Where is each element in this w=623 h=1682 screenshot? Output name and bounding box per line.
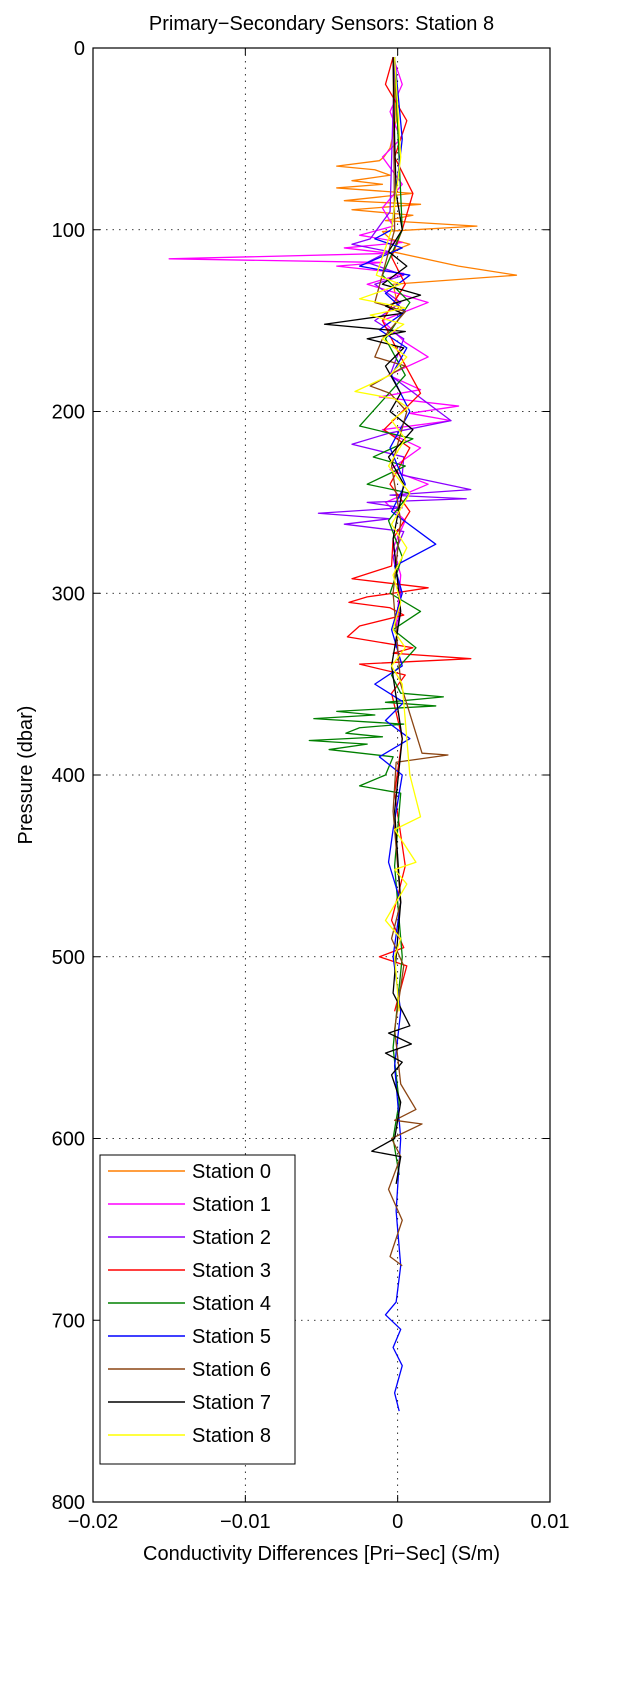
- legend-box: [99, 1154, 296, 1465]
- legend-label: Station 6: [192, 1359, 271, 1381]
- x-axis-label: Conductivity Differences [Pri−Sec] (S/m): [143, 1543, 500, 1565]
- series-line-station-8: [354, 57, 422, 1012]
- legend-label: Station 0: [192, 1161, 271, 1183]
- y-tick-label: 700: [52, 1310, 85, 1332]
- y-tick-label: 200: [52, 402, 85, 424]
- y-tick-label: 100: [52, 220, 85, 242]
- legend-label: Station 7: [192, 1392, 271, 1414]
- y-tick-label: 400: [52, 765, 85, 787]
- legend: Station 0 Station 1 Station 2 Station 3 Stat…: [99, 1154, 296, 1465]
- y-tick-label: 500: [52, 947, 85, 969]
- series-line-station-0: [336, 57, 518, 312]
- chart-title: Primary−Secondary Sensors: Station 8: [149, 13, 494, 35]
- y-tick-label: 300: [52, 583, 85, 605]
- x-tick-label: 0.01: [531, 1511, 570, 1533]
- x-tick-label: −0.01: [220, 1511, 271, 1533]
- y-tick-label: 600: [52, 1129, 85, 1151]
- grid: [93, 48, 550, 1502]
- y-tick-label: 800: [52, 1492, 85, 1514]
- series-line-station-3: [346, 56, 472, 1012]
- legend-label: Station 5: [192, 1326, 271, 1348]
- series-line-station-4: [308, 57, 445, 1175]
- legend-label: Station 2: [192, 1227, 271, 1249]
- axis-ticks: −0.02 −0.01 0 0.01 0 100 200 300 400 500 600 700 800: [52, 38, 570, 1533]
- series-line-station-2: [317, 57, 472, 648]
- x-tick-label: 0: [392, 1511, 403, 1533]
- y-axis-label: Pressure (dbar): [15, 706, 37, 845]
- x-tick-label: −0.02: [68, 1511, 119, 1533]
- plot-area: [168, 56, 518, 1412]
- legend-label: Station 3: [192, 1260, 271, 1282]
- legend-label: Station 1: [192, 1194, 271, 1216]
- series-line-station-7: [323, 57, 422, 1185]
- legend-label: Station 4: [192, 1293, 271, 1315]
- y-tick-label: 0: [74, 38, 85, 60]
- series-line-station-6: [369, 57, 449, 1267]
- legend-label: Station 8: [192, 1425, 271, 1447]
- series-line-station-5: [358, 57, 437, 1412]
